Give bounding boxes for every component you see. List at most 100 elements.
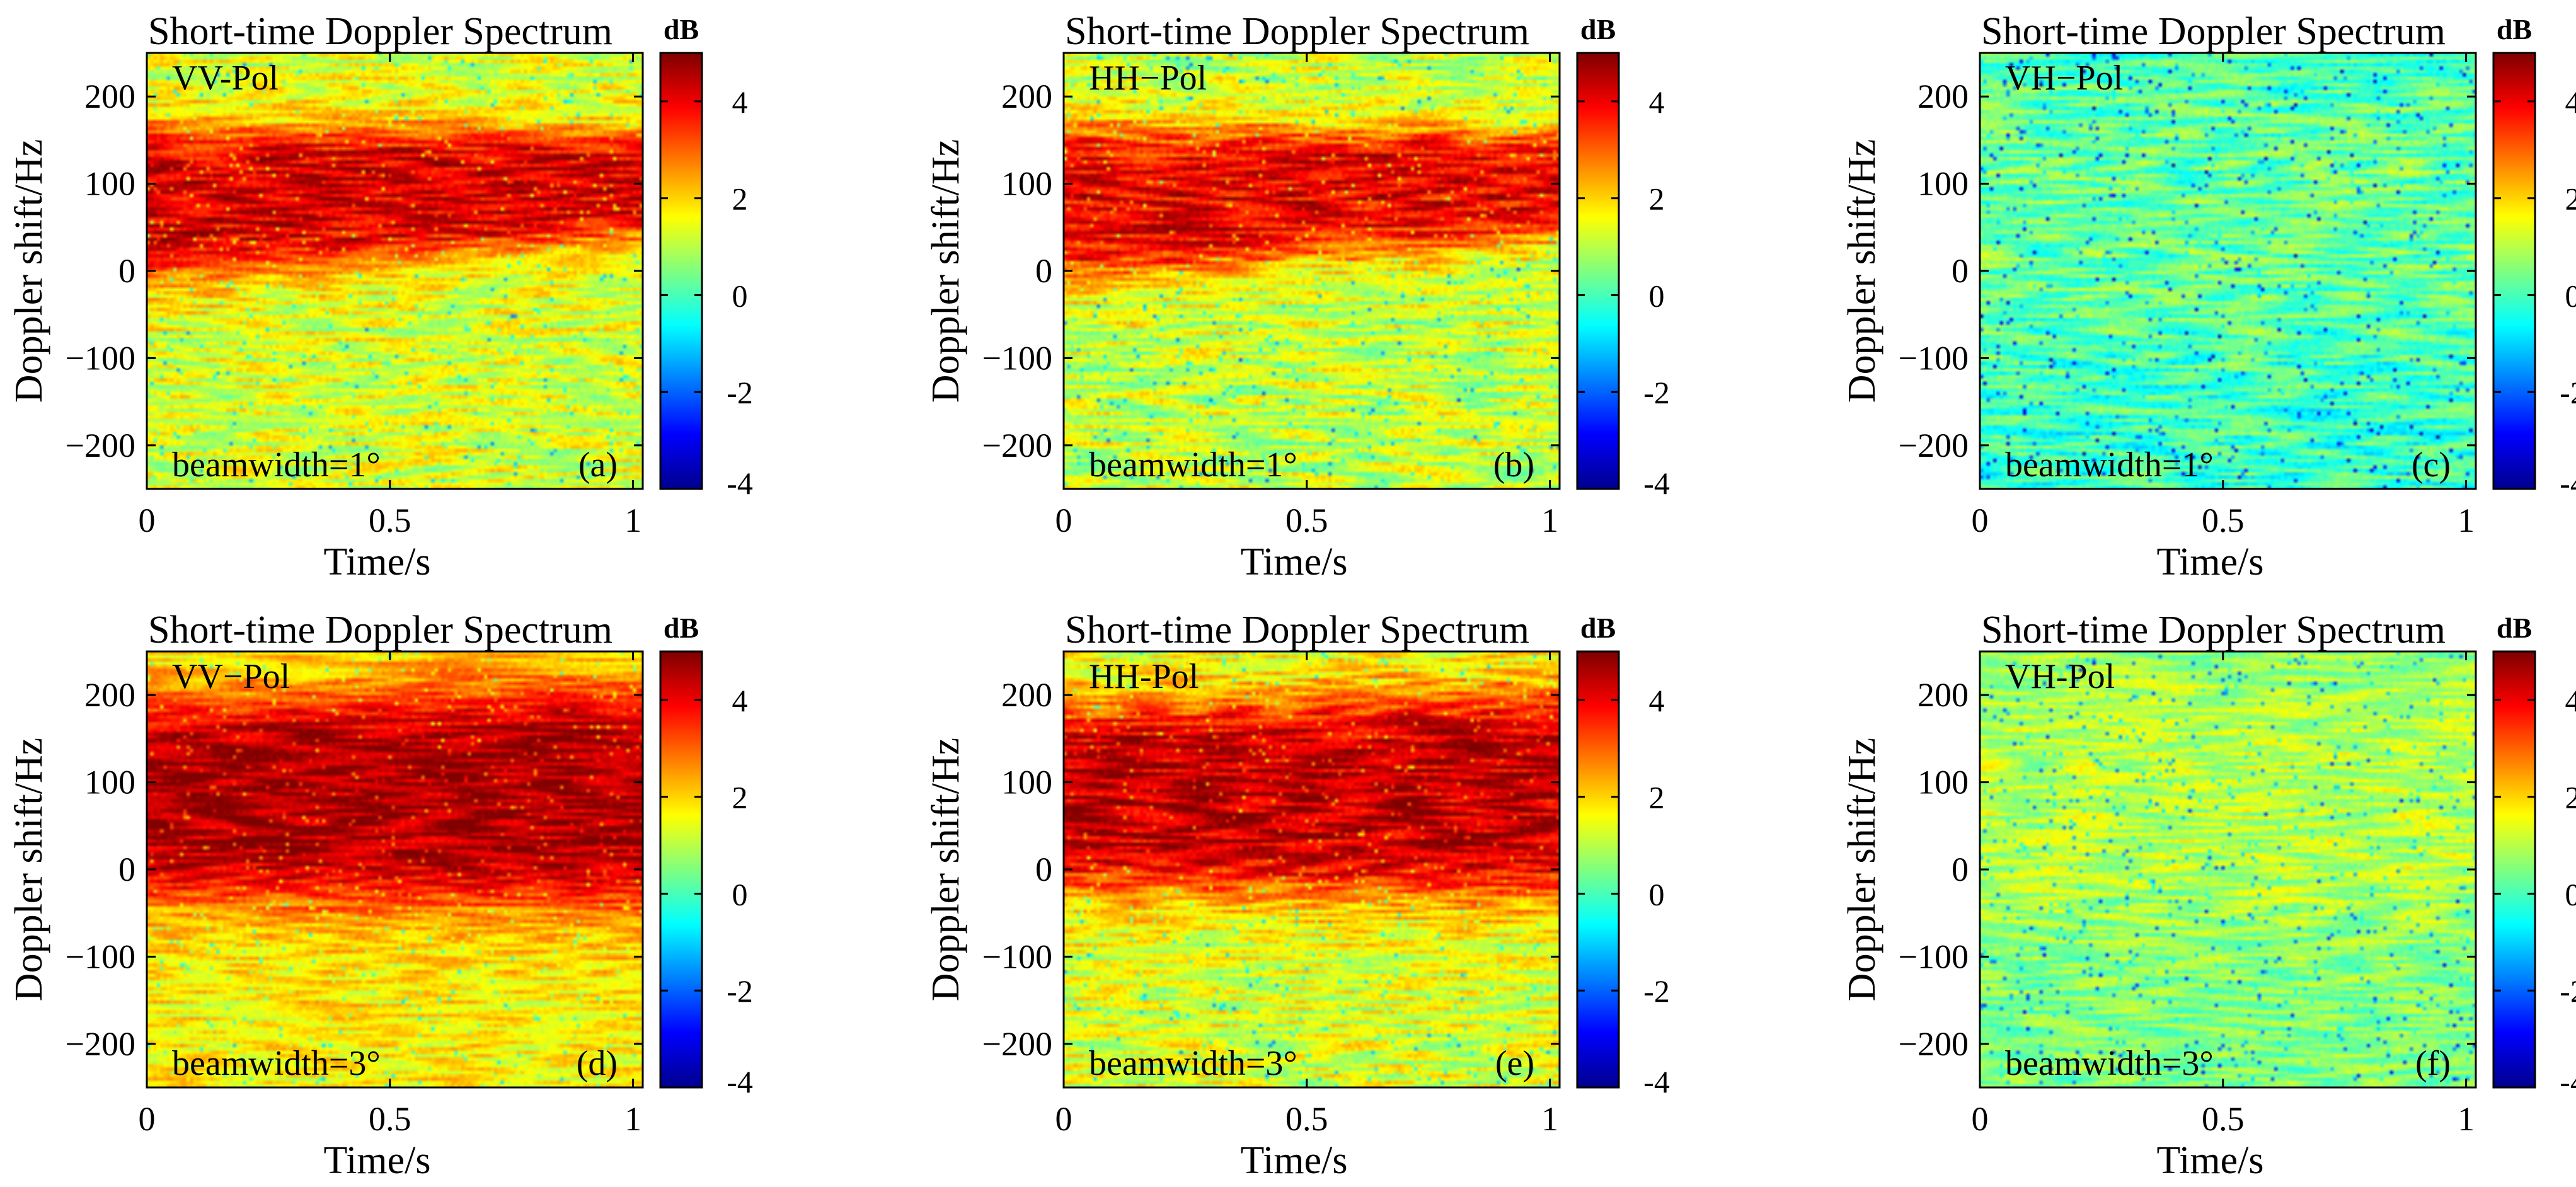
y-tick-label: 100 — [84, 764, 135, 801]
x-axis-label: Time/s — [323, 1139, 430, 1182]
y-tick-label: 200 — [1001, 77, 1052, 115]
beamwidth-label: beamwidth=1° — [2005, 445, 2214, 485]
colorbar-tick-label: 4 — [2565, 84, 2576, 120]
colorbar-tick-label: 2 — [1649, 780, 1665, 815]
chart-title: Short-time Doppler Spectrum — [148, 609, 612, 651]
colorbar-tick-label: -2 — [2560, 375, 2576, 410]
colorbar-frame — [2492, 650, 2536, 1089]
chart-title: Short-time Doppler Spectrum — [148, 10, 612, 53]
y-tick-label: 200 — [1001, 676, 1052, 714]
y-tick-label: 100 — [1918, 764, 1969, 801]
y-tick-label: 100 — [84, 165, 135, 203]
colorbar-tick-label: 0 — [2565, 278, 2576, 313]
y-tick-label: 200 — [84, 676, 135, 714]
colorbar-frame — [659, 650, 703, 1089]
x-axis-label: Time/s — [323, 541, 430, 583]
colorbar-tick-label: -4 — [1643, 1064, 1670, 1099]
y-tick-label: −100 — [982, 339, 1052, 377]
colorbar-tick-label: -2 — [727, 375, 753, 410]
colorbar-frame — [659, 52, 703, 490]
colorbar-tick-label: 0 — [1649, 876, 1665, 912]
colorbar-frame — [1576, 650, 1620, 1089]
x-tick-label: 1 — [1541, 502, 1558, 539]
x-tick-label: 0 — [1972, 502, 1989, 539]
colorbar-unit: dB — [2497, 13, 2532, 45]
polarization-label: VH-Pol — [2005, 657, 2115, 696]
polarization-label: VV−Pol — [172, 657, 290, 696]
y-tick-label: 0 — [1035, 252, 1052, 290]
panel-label: (b) — [1493, 445, 1534, 485]
polarization-label: HH−Pol — [1089, 59, 1207, 98]
colorbar-tick-label: 0 — [1649, 278, 1665, 313]
colorbar-unit: dB — [2497, 612, 2532, 644]
y-tick-label: 0 — [118, 851, 135, 888]
spectrogram-heatmap — [1980, 651, 2476, 1087]
chart-title: Short-time Doppler Spectrum — [1065, 609, 1529, 651]
x-tick-label: 0.5 — [2202, 1100, 2245, 1138]
colorbar — [2493, 651, 2535, 1087]
y-tick-label: −200 — [1899, 427, 1969, 464]
polarization-label: VH−Pol — [2005, 59, 2123, 98]
beamwidth-label: beamwidth=3° — [1089, 1044, 1297, 1083]
x-tick-label: 0 — [139, 1100, 156, 1138]
y-axis-label: Doppler shift/Hz — [1841, 139, 1883, 403]
polarization-label: VV-Pol — [172, 59, 279, 98]
x-tick-label: 0 — [1055, 502, 1072, 539]
spectrogram-heatmap — [147, 53, 643, 489]
colorbar-tick-label: -2 — [1643, 375, 1670, 410]
colorbar-tick-label: 4 — [732, 683, 748, 718]
colorbar-unit: dB — [1580, 13, 1616, 45]
colorbar-tick-label: -4 — [1643, 466, 1670, 501]
spectrogram-heatmap — [1064, 53, 1560, 489]
colorbar-tick-label: 4 — [1649, 683, 1665, 718]
panel-label: (d) — [577, 1044, 618, 1083]
y-tick-label: 100 — [1918, 165, 1969, 203]
panel-label: (c) — [2412, 445, 2451, 485]
x-tick-label: 1 — [2458, 502, 2475, 539]
colorbar-tick-label: -4 — [2560, 1064, 2576, 1099]
colorbar-tick-label: 4 — [732, 84, 748, 120]
y-tick-label: 100 — [1001, 165, 1052, 203]
y-tick-label: 100 — [1001, 764, 1052, 801]
y-tick-label: −200 — [1899, 1025, 1969, 1063]
colorbar-tick-label: 2 — [732, 780, 748, 815]
colorbar-tick-label: 2 — [2565, 780, 2576, 815]
y-tick-label: 0 — [1952, 252, 1969, 290]
y-tick-label: 0 — [1952, 851, 1969, 888]
y-axis-label: Doppler shift/Hz — [1841, 738, 1883, 1001]
x-axis-label: Time/s — [2156, 1139, 2263, 1182]
x-tick-label: 0 — [1972, 1100, 1989, 1138]
colorbar-unit: dB — [1580, 612, 1616, 644]
panel-label: (f) — [2415, 1044, 2451, 1083]
x-tick-label: 1 — [624, 502, 641, 539]
colorbar-tick-label: 0 — [2565, 876, 2576, 912]
colorbar-unit: dB — [664, 13, 699, 45]
y-axis-label: Doppler shift/Hz — [8, 738, 50, 1001]
x-tick-label: 1 — [2458, 1100, 2475, 1138]
colorbar-frame — [1576, 52, 1620, 490]
chart-title: Short-time Doppler Spectrum — [1981, 10, 2446, 53]
colorbar-tick-label: 4 — [1649, 84, 1665, 120]
spectrogram-heatmap — [1980, 53, 2476, 489]
spectrogram-heatmap — [147, 651, 643, 1087]
x-tick-label: 1 — [1541, 1100, 1558, 1138]
colorbar-tick-label: -4 — [2560, 466, 2576, 501]
colorbar — [1577, 53, 1619, 489]
beamwidth-label: beamwidth=1° — [1089, 445, 1297, 485]
y-tick-label: −100 — [1899, 938, 1969, 975]
x-tick-label: 0 — [1055, 1100, 1072, 1138]
y-tick-label: −200 — [66, 1025, 135, 1063]
beamwidth-label: beamwidth=1° — [172, 445, 381, 485]
x-axis-label: Time/s — [1240, 541, 1347, 583]
spectrum-panel-c: Short-time Doppler Spectrum 0 0.5 1 200 100 0 −… — [1841, 10, 2576, 583]
y-tick-label: −100 — [66, 938, 135, 975]
y-axis-label: Doppler shift/Hz — [924, 139, 967, 403]
colorbar-tick-label: 2 — [1649, 181, 1665, 217]
y-tick-label: 200 — [84, 77, 135, 115]
x-tick-label: 0 — [139, 502, 156, 539]
colorbar-tick-label: -2 — [1643, 973, 1670, 1009]
spectrogram-heatmap — [1064, 651, 1560, 1087]
y-axis-label: Doppler shift/Hz — [8, 139, 50, 403]
